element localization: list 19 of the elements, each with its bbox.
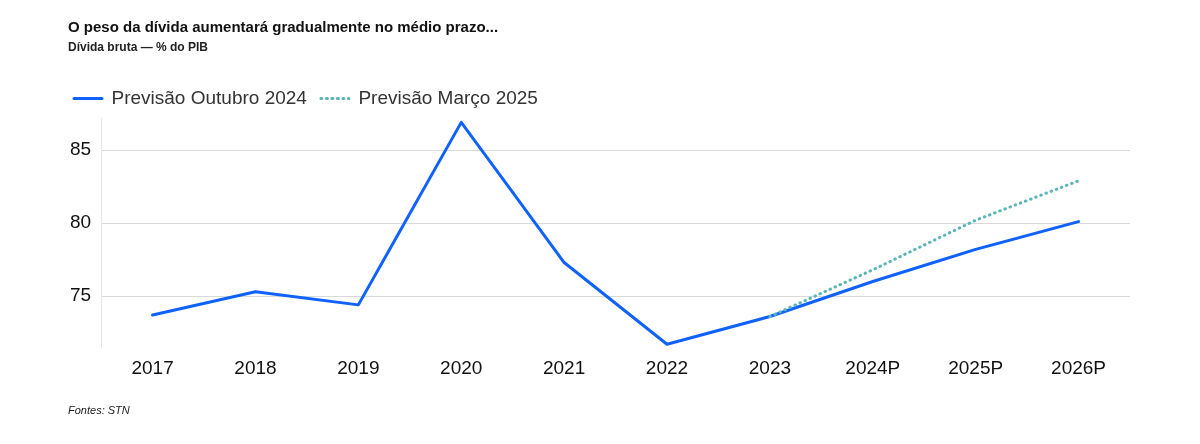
x-tick-label: 2018 bbox=[234, 356, 277, 378]
x-tick-label: 2026P bbox=[1051, 356, 1107, 378]
x-tick-label: 2022 bbox=[645, 356, 689, 378]
chart-subtitle: Dívida bruta — % do PIB bbox=[68, 40, 209, 54]
legend-label: Previsão Outubro 2024 bbox=[111, 86, 308, 108]
chart-title: O peso da dívida aumentará gradualmente no médio prazo... bbox=[68, 18, 499, 35]
line-series bbox=[768, 179, 1081, 319]
x-tick-label: 2017 bbox=[131, 356, 174, 378]
x-tick-label: 2021 bbox=[542, 356, 586, 378]
legend-label: Previsão Março 2025 bbox=[358, 86, 538, 108]
y-tick-label: 75 bbox=[69, 284, 92, 306]
x-tick-label: 2019 bbox=[337, 356, 380, 378]
x-tick-label: 2020 bbox=[440, 356, 483, 378]
y-tick-label: 85 bbox=[69, 138, 92, 160]
x-tick-label: 2023 bbox=[748, 356, 792, 378]
text: Fontes: STN bbox=[68, 404, 130, 416]
x-tick-label: 2024P bbox=[845, 356, 901, 378]
x-tick-label: 2025P bbox=[948, 356, 1004, 378]
y-tick-label: 80 bbox=[69, 211, 92, 233]
